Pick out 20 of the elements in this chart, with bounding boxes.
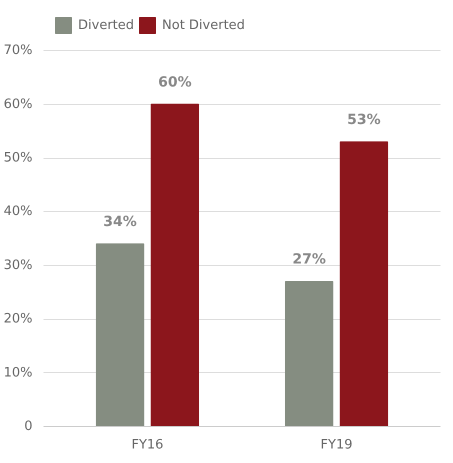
y-tick-label: 70%	[4, 43, 33, 58]
bar	[150, 104, 200, 426]
legend-label: Not Diverted	[162, 18, 245, 32]
y-tick-label: 60%	[4, 96, 33, 112]
data-label: 27%	[292, 252, 326, 268]
y-tick-label: 10%	[4, 365, 33, 380]
y-tick-label: 0	[24, 419, 33, 434]
y-tick-label: 20%	[4, 312, 33, 327]
y-tick-label: 50%	[4, 150, 33, 166]
data-label: 60%	[158, 74, 192, 90]
data-label: 53%	[347, 112, 381, 128]
data-label: 34%	[103, 214, 137, 230]
x-tick-label: FY16	[131, 438, 164, 452]
y-tick-label: 40%	[4, 204, 33, 220]
bar	[96, 243, 144, 426]
legend-label: Diverted	[78, 18, 134, 32]
y-tick-label: 30%	[4, 258, 33, 273]
x-tick-label: FY19	[320, 438, 353, 452]
bar	[284, 281, 334, 426]
bar	[340, 141, 388, 426]
